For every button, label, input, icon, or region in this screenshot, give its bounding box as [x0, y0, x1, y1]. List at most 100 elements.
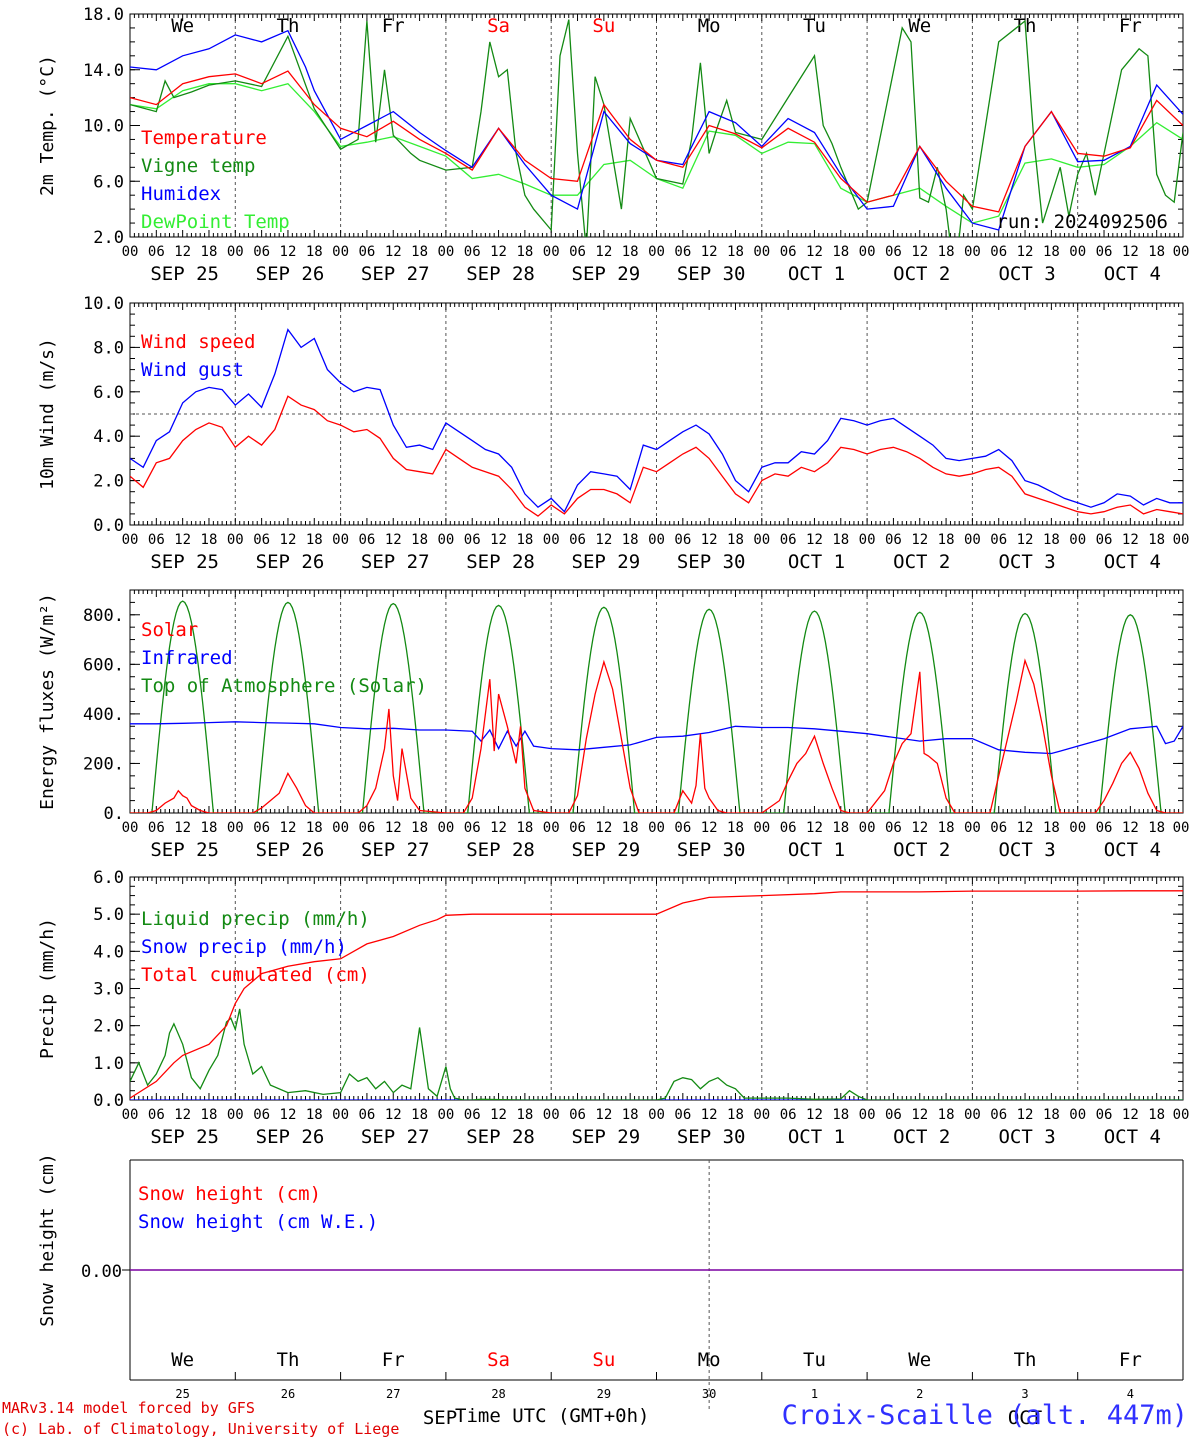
hour-tick-label: 06	[674, 1107, 691, 1123]
hour-tick-label: 12	[174, 244, 191, 260]
hour-tick-label: 06	[569, 820, 586, 836]
hour-tick-label: 06	[780, 820, 797, 836]
y-tick-label: 8.0	[93, 338, 124, 358]
hour-tick-label: 12	[174, 1107, 191, 1123]
legend-entry: Total cumulated (cm)	[141, 964, 370, 986]
y-tick-label: 10.0	[83, 294, 124, 314]
y-tick-label: 5.0	[93, 905, 124, 925]
model-credit: MARv3.14 model forced by GFS	[2, 1399, 255, 1417]
day-name: Mo	[698, 1349, 721, 1371]
date-label: OCT 4	[1104, 839, 1161, 861]
legend-entry: Humidex	[141, 183, 221, 205]
hour-tick-label: 12	[385, 1107, 402, 1123]
date-label: OCT 1	[788, 551, 845, 573]
hour-tick-label: 06	[780, 244, 797, 260]
x-axis-caption: Time UTC (GMT+0h)	[455, 1405, 650, 1427]
hour-tick-label: 18	[832, 532, 849, 548]
date-label: SEP 27	[361, 1126, 430, 1148]
hour-tick-label: 00	[1173, 820, 1190, 836]
hour-tick-label: 00	[1173, 532, 1190, 548]
hour-tick-label: 18	[622, 244, 639, 260]
y-axis-label: 10m Wind (m/s)	[37, 338, 58, 490]
date-label: SEP 29	[572, 839, 641, 861]
hour-tick-label: 00	[543, 244, 560, 260]
hour-tick-label: 18	[727, 532, 744, 548]
hour-tick-label: 18	[622, 532, 639, 548]
hour-tick-label: 18	[727, 820, 744, 836]
series-line-solar	[130, 658, 1183, 813]
date-label: SEP 30	[677, 1126, 746, 1148]
hour-tick-label: 06	[569, 1107, 586, 1123]
station-name: Croix-Scaille (alt. 447m)	[781, 1400, 1188, 1431]
series-line-toa-solar	[235, 601, 341, 813]
y-tick-label: 18.0	[83, 5, 124, 25]
hour-tick-label: 12	[490, 244, 507, 260]
hour-tick-label: 12	[911, 820, 928, 836]
date-label: SEP 26	[256, 839, 325, 861]
series-line-total-cumulated	[130, 890, 1183, 1099]
hour-tick-label: 00	[437, 820, 454, 836]
series-line-toa-solar	[1077, 614, 1183, 813]
hour-tick-label: 06	[253, 532, 270, 548]
hour-tick-label: 06	[253, 1107, 270, 1123]
hour-tick-label: 18	[516, 244, 533, 260]
hour-tick-label: 18	[201, 244, 218, 260]
run-label: run: 2024092506	[996, 211, 1168, 233]
day-name: Th	[1014, 1349, 1037, 1371]
hour-tick-label: 06	[569, 532, 586, 548]
hour-tick-label: 18	[306, 532, 323, 548]
date-label: OCT 3	[998, 839, 1055, 861]
hour-tick-label: 18	[727, 1107, 744, 1123]
hour-tick-label: 18	[516, 820, 533, 836]
day-name: We	[908, 1349, 931, 1371]
temperature-panel: 2.0 6.0 10.0 14.0 18.0 00 06 12 18 SEP 25 00 06 12 18…	[37, 5, 1189, 285]
wind-panel: 0.0 2.0 4.0 6.0 8.0 10.0 00 06 12 18 SEP 25 00 06 12 1…	[37, 294, 1189, 573]
precip-panel: 0.0 1.0 2.0 3.0 4.0 5.0 6.0 00 06 12 18 SEP 25 00 06 1…	[37, 868, 1189, 1148]
date-label: SEP 25	[150, 1126, 219, 1148]
hour-tick-label: 00	[227, 244, 244, 260]
legend-entry: Snow precip (mm/h)	[141, 936, 347, 958]
day-name: Sa	[487, 1349, 510, 1371]
hour-tick-label: 06	[464, 532, 481, 548]
hour-tick-label: 12	[280, 820, 297, 836]
hour-tick-label: 06	[780, 532, 797, 548]
hour-tick-label: 00	[437, 532, 454, 548]
hour-tick-label: 00	[1069, 244, 1086, 260]
day-name: We	[171, 1349, 194, 1371]
hour-tick-label: 06	[1096, 244, 1113, 260]
date-label: OCT 3	[998, 551, 1055, 573]
hour-tick-label: 12	[385, 820, 402, 836]
series-line-toa-solar	[867, 611, 973, 813]
date-label: SEP 29	[572, 551, 641, 573]
hour-tick-label: 12	[1017, 820, 1034, 836]
hour-tick-label: 12	[174, 532, 191, 548]
series-line-wind-gust	[130, 328, 1183, 513]
hour-tick-label: 06	[1096, 532, 1113, 548]
hour-tick-label: 18	[411, 532, 428, 548]
hour-tick-label: 00	[332, 244, 349, 260]
series-line-toa-solar	[972, 612, 1078, 813]
y-axis-label: Energy fluxes (W/m²)	[37, 593, 58, 810]
date-label: SEP 28	[466, 839, 535, 861]
hour-tick-label: 06	[674, 244, 691, 260]
date-label: SEP 26	[256, 263, 325, 285]
y-tick-label: 4.0	[93, 942, 124, 962]
y-tick-label: 200.	[83, 754, 124, 774]
y-tick-label: 6.0	[93, 383, 124, 403]
day-number: 26	[281, 1387, 295, 1401]
date-label: SEP 26	[256, 1126, 325, 1148]
hour-tick-label: 18	[1043, 532, 1060, 548]
hour-tick-label: 18	[1148, 244, 1165, 260]
date-label: SEP 28	[466, 551, 535, 573]
day-number: 29	[597, 1387, 611, 1401]
snow-panel: 0.00 Snow height (cm) Snow height (cm) Snow…	[37, 1153, 1184, 1429]
hour-tick-label: 06	[148, 820, 165, 836]
hour-tick-label: 00	[753, 532, 770, 548]
date-label: OCT 3	[998, 1126, 1055, 1148]
hour-tick-label: 06	[885, 244, 902, 260]
hour-tick-label: 18	[1148, 532, 1165, 548]
hour-tick-label: 00	[648, 1107, 665, 1123]
hour-tick-label: 06	[148, 532, 165, 548]
hour-tick-label: 12	[806, 1107, 823, 1123]
series-line-toa-solar	[445, 604, 552, 813]
